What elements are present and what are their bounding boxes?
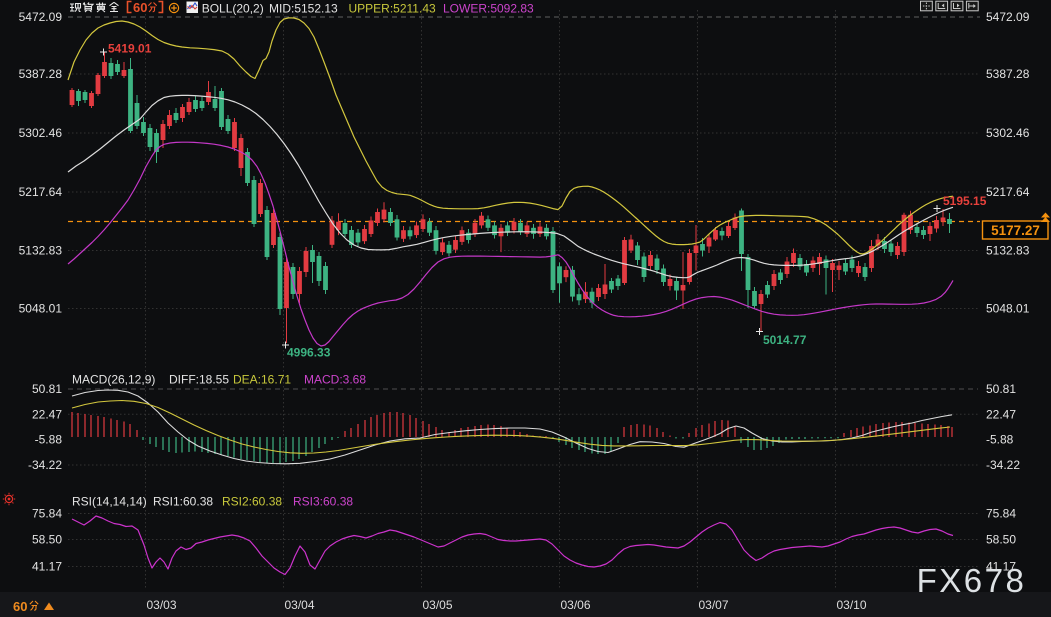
svg-text:5132.83: 5132.83 xyxy=(19,244,63,258)
svg-text:5048.01: 5048.01 xyxy=(19,302,63,316)
svg-text:5177.27: 5177.27 xyxy=(991,223,1040,238)
svg-text:LOWER:5092.83: LOWER:5092.83 xyxy=(443,2,534,16)
svg-text:UPPER:5211.43: UPPER:5211.43 xyxy=(349,2,436,16)
svg-text:MACD(26,12,9): MACD(26,12,9) xyxy=(72,373,155,387)
svg-text:DEA:16.71: DEA:16.71 xyxy=(233,373,291,387)
svg-text:5387.28: 5387.28 xyxy=(19,67,63,81)
svg-text:MID:5152.13: MID:5152.13 xyxy=(269,2,338,16)
svg-text:5302.46: 5302.46 xyxy=(986,126,1030,140)
svg-text:-34.22: -34.22 xyxy=(986,458,1020,472)
svg-text:5132.83: 5132.83 xyxy=(986,244,1030,258)
svg-text:RSI(14,14,14): RSI(14,14,14) xyxy=(72,495,147,509)
svg-text:5472.09: 5472.09 xyxy=(19,10,63,24)
svg-text:RSI2:60.38: RSI2:60.38 xyxy=(222,495,282,509)
svg-text:BOLL(20,2): BOLL(20,2) xyxy=(202,2,264,16)
svg-text:03/06: 03/06 xyxy=(560,598,590,612)
svg-text:DIFF:18.55: DIFF:18.55 xyxy=(169,373,229,387)
svg-text:03/05: 03/05 xyxy=(422,598,452,612)
svg-text:5472.09: 5472.09 xyxy=(986,10,1030,24)
svg-text:58.50: 58.50 xyxy=(32,533,62,547)
svg-text:03/03: 03/03 xyxy=(146,598,176,612)
svg-text:5217.64: 5217.64 xyxy=(986,185,1030,199)
svg-text:5048.01: 5048.01 xyxy=(986,302,1030,316)
svg-text:-5.88: -5.88 xyxy=(986,433,1014,447)
svg-text:5419.01: 5419.01 xyxy=(108,42,152,56)
svg-text:58.50: 58.50 xyxy=(986,533,1016,547)
svg-text:22.47: 22.47 xyxy=(986,407,1016,421)
svg-text:5014.77: 5014.77 xyxy=(763,333,807,347)
svg-text:41.17: 41.17 xyxy=(32,560,62,574)
svg-text:50.81: 50.81 xyxy=(32,382,62,396)
svg-text:MACD:3.68: MACD:3.68 xyxy=(304,373,366,387)
svg-text:5387.28: 5387.28 xyxy=(986,67,1030,81)
svg-text:RSI3:60.38: RSI3:60.38 xyxy=(293,495,353,509)
svg-text:-5.88: -5.88 xyxy=(35,433,63,447)
svg-text:-34.22: -34.22 xyxy=(28,458,62,472)
svg-text:22.47: 22.47 xyxy=(32,407,62,421)
svg-text:41.17: 41.17 xyxy=(986,560,1016,574)
svg-text:4996.33: 4996.33 xyxy=(287,346,331,360)
svg-text:75.84: 75.84 xyxy=(986,507,1016,521)
svg-text:03/04: 03/04 xyxy=(284,598,314,612)
svg-text:03/07: 03/07 xyxy=(698,598,728,612)
svg-text:60: 60 xyxy=(133,0,147,15)
svg-text:FX678: FX678 xyxy=(917,562,1027,599)
svg-text:60: 60 xyxy=(13,599,27,614)
svg-text:50.81: 50.81 xyxy=(986,382,1016,396)
svg-text:75.84: 75.84 xyxy=(32,507,62,521)
svg-text:RSI1:60.38: RSI1:60.38 xyxy=(153,495,213,509)
svg-text:03/10: 03/10 xyxy=(836,598,866,612)
svg-text:5302.46: 5302.46 xyxy=(19,126,63,140)
svg-text:5195.15: 5195.15 xyxy=(943,194,987,208)
svg-text:5217.64: 5217.64 xyxy=(19,185,63,199)
